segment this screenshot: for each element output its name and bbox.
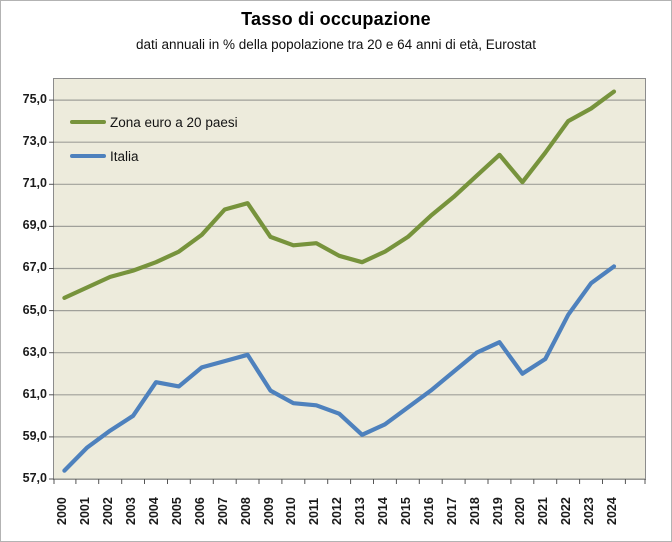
x-tick-label: 2002 [101, 497, 116, 525]
legend: Zona euro a 20 paesi Italia [70, 105, 238, 173]
x-tick-label: 2021 [536, 497, 551, 525]
y-tick-label: 57,0 [22, 471, 47, 485]
x-tick-label: 2008 [238, 497, 253, 525]
y-tick-label: 59,0 [22, 428, 47, 443]
y-tick-label: 67,0 [22, 260, 47, 275]
line-chart-svg [49, 89, 646, 484]
x-tick-label: 2020 [513, 497, 528, 525]
y-tick-label: 61,0 [22, 386, 47, 401]
y-tick-label: 75,0 [22, 92, 47, 107]
x-tick-label: 2015 [398, 497, 413, 525]
y-tick-label: 71,0 [22, 176, 47, 191]
plot-area: Zona euro a 20 paesi Italia [49, 78, 646, 484]
x-tick-label: 2013 [353, 497, 368, 525]
x-tick-label: 2004 [147, 497, 161, 525]
x-tick-label: 2001 [78, 497, 93, 525]
x-tick-label: 2014 [376, 497, 390, 525]
x-tick-label: 2003 [124, 497, 139, 525]
x-tick-label: 2009 [261, 497, 276, 525]
legend-label: Italia [110, 148, 139, 164]
y-tick-label: 65,0 [22, 302, 47, 317]
y-tick-label: 73,0 [22, 134, 47, 149]
legend-line-swatch [70, 120, 106, 124]
x-tick-label: 2012 [330, 497, 345, 525]
x-tick-label: 2017 [444, 497, 459, 525]
x-tick-label: 2018 [467, 497, 482, 525]
x-tick-label: 2007 [215, 497, 230, 525]
legend-item-italia: Italia [70, 139, 238, 173]
x-tick-label: 2000 [55, 497, 70, 525]
legend-item-zona-euro-a-20-paesi: Zona euro a 20 paesi [70, 105, 238, 139]
x-tick-label: 2005 [169, 497, 184, 525]
chart-subtitle: dati annuali in % della popolazione tra … [135, 37, 537, 52]
legend-line-swatch [70, 154, 106, 158]
legend-label: Zona euro a 20 paesi [110, 114, 238, 130]
x-tick-label: 2023 [582, 497, 597, 525]
y-tick-label: 63,0 [22, 344, 47, 359]
chart-title: Tasso di occupazione [241, 9, 431, 29]
y-tick-label: 69,0 [22, 218, 47, 233]
x-tick-label: 2016 [421, 497, 436, 525]
x-tick-label: 2019 [490, 497, 505, 525]
x-tick-label: 2011 [307, 497, 322, 525]
x-tick-label: 2022 [559, 497, 574, 525]
x-tick-label: 2024 [605, 497, 619, 525]
x-tick-label: 2006 [192, 497, 207, 525]
x-tick-label: 2010 [284, 497, 299, 525]
